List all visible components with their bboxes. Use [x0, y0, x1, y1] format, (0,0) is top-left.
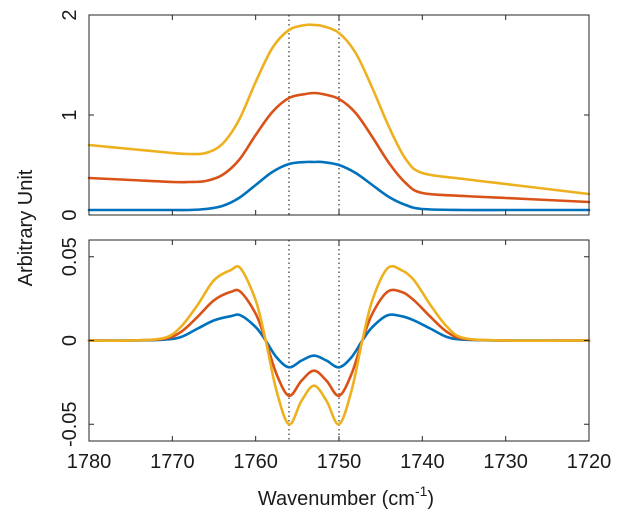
- x-tick-label: 1720: [567, 451, 612, 473]
- y-tick-label: 2: [59, 9, 81, 20]
- top-panel: 0 1 2: [59, 9, 591, 221]
- y-tick-label: 1: [59, 109, 81, 120]
- x-tick-label: 1760: [233, 451, 278, 473]
- x-axis-title: Wavenumber (cm-1): [258, 483, 434, 510]
- x-tick-label: 1750: [317, 451, 362, 473]
- y-tick-label: -0.05: [59, 401, 81, 447]
- x-tick-label: 1780: [67, 451, 112, 473]
- x-axis-title-superscript: -1: [415, 483, 428, 499]
- x-tick-label: 1730: [483, 451, 528, 473]
- x-axis-title-tail: ): [427, 488, 434, 510]
- x-tick-label: 1740: [400, 451, 445, 473]
- y-tick-label: 0: [59, 335, 81, 346]
- y-axis-title: Arbitrary Unit: [15, 169, 37, 286]
- series-line-top-0: [87, 160, 591, 212]
- series-line-top-2: [87, 23, 591, 196]
- x-tick-label: 1770: [150, 451, 195, 473]
- series-line-bottom-0: [87, 313, 591, 369]
- series-line-top-1: [87, 91, 591, 204]
- x-axis-title-main: Wavenumber (cm: [258, 488, 415, 510]
- series-line-bottom-2: [87, 264, 591, 426]
- y-tick-label: 0.05: [59, 237, 81, 276]
- y-tick-label: 0: [59, 209, 81, 220]
- series-line-bottom-1: [87, 288, 591, 398]
- bottom-panel: 1780 1770 1760 1750 1740 1730 1720 -0.05 0 0.05: [59, 237, 611, 473]
